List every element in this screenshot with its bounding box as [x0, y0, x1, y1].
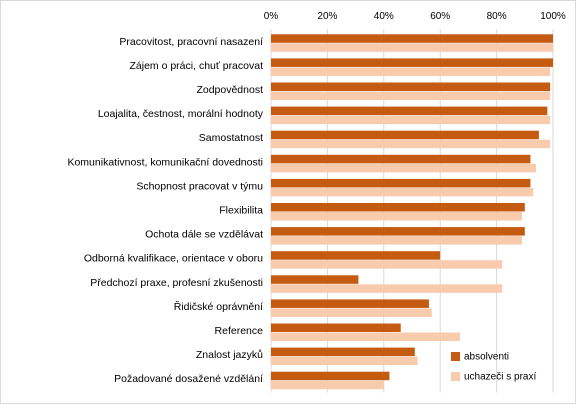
- bar-absolventi: [271, 371, 390, 381]
- category-label: Samostatnost: [199, 132, 263, 144]
- bar-absolventi: [271, 275, 359, 284]
- bar-absolventi: [271, 227, 525, 236]
- bar-uchazeci-s-praxi: [271, 284, 503, 293]
- bar-uchazeci-s-praxi: [271, 43, 553, 52]
- bar-absolventi: [271, 299, 429, 308]
- bar-absolventi: [271, 323, 401, 332]
- x-tick-label: 20%: [317, 11, 337, 22]
- category-label: Předchozí praxe, profesní zkušenosti: [90, 277, 263, 289]
- category-label: Ochota dále se vzdělávat: [145, 229, 263, 241]
- bar-absolventi: [271, 178, 531, 188]
- bar-absolventi: [271, 130, 539, 140]
- category-label: Flexibilita: [219, 205, 263, 217]
- x-tick-label: 60%: [430, 11, 450, 22]
- category-label: Znalost jazyků: [196, 349, 263, 361]
- bar-uchazeci-s-praxi: [271, 91, 551, 100]
- bar-absolventi: [271, 106, 548, 116]
- x-tick-label: 100%: [540, 11, 566, 22]
- category-label: Odborná kvalifikace, orientace v oboru: [84, 253, 263, 265]
- bar-uchazeci-s-praxi: [271, 139, 551, 149]
- legend-label: absolventi: [464, 352, 509, 363]
- bar-uchazeci-s-praxi: [271, 67, 551, 76]
- bar-absolventi: [271, 203, 525, 212]
- bar-uchazeci-s-praxi: [271, 212, 522, 221]
- legend-label: uchazeči s praxí: [464, 372, 536, 383]
- category-labels: Pracovitost, pracovní nasazení Zájem o pr…: [67, 36, 263, 385]
- bar-absolventi: [271, 347, 415, 357]
- bar-uchazeci-s-praxi: [271, 356, 418, 366]
- bar-uchazeci-s-praxi: [271, 332, 460, 341]
- legend: absolventi uchazeči s praxí: [451, 352, 536, 383]
- legend-swatch: [451, 372, 460, 381]
- category-label: Zájem o práci, chuť pracovat: [130, 60, 264, 72]
- bars: [271, 34, 553, 390]
- category-label: Požadované dosažené vzdělání: [114, 373, 263, 385]
- x-axis-ticks: 0% 20% 40% 60% 80% 100%: [264, 11, 566, 22]
- bar-uchazeci-s-praxi: [271, 260, 503, 269]
- bar-uchazeci-s-praxi: [271, 380, 384, 390]
- x-tick-label: 0%: [264, 11, 279, 22]
- category-label: Loajalita, čestnost, morální hodnoty: [98, 108, 264, 120]
- legend-swatch: [451, 352, 460, 361]
- category-label: Pracovitost, pracovní nasazení: [119, 36, 263, 48]
- bar-uchazeci-s-praxi: [271, 236, 522, 245]
- bar-absolventi: [271, 58, 553, 67]
- category-label: Zodpovědnost: [196, 84, 263, 96]
- bar-absolventi: [271, 154, 531, 164]
- bar-absolventi: [271, 251, 441, 260]
- bar-uchazeci-s-praxi: [271, 308, 432, 317]
- x-tick-label: 40%: [374, 11, 394, 22]
- category-label: Řidičské oprávnění: [174, 300, 263, 313]
- bar-uchazeci-s-praxi: [271, 187, 534, 197]
- category-label: Komunikativnost, komunikační dovednosti: [67, 156, 263, 168]
- bar-uchazeci-s-praxi: [271, 115, 551, 125]
- bar-absolventi: [271, 82, 551, 91]
- bar-absolventi: [271, 34, 553, 43]
- category-label: Reference: [215, 325, 264, 337]
- x-tick-label: 80%: [487, 11, 507, 22]
- bar-uchazeci-s-praxi: [271, 163, 537, 173]
- category-label: Schopnost pracovat v týmu: [136, 180, 263, 192]
